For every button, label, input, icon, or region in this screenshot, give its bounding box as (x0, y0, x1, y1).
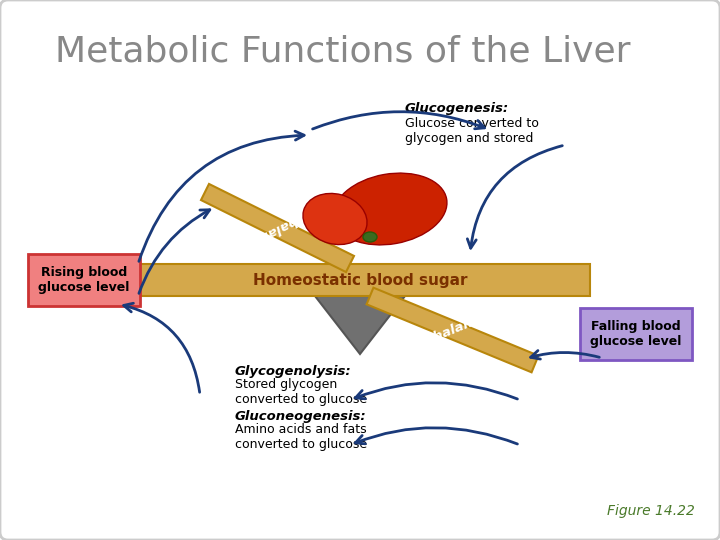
Text: Figure 14.22: Figure 14.22 (607, 504, 695, 518)
Polygon shape (201, 184, 354, 272)
Text: Homeostatic blood sugar: Homeostatic blood sugar (253, 273, 467, 287)
Polygon shape (366, 288, 539, 372)
Text: Rising blood
glucose level: Rising blood glucose level (38, 266, 130, 294)
Text: Glucose converted to
glycogen and stored: Glucose converted to glycogen and stored (405, 117, 539, 145)
Text: Metabolic Functions of the Liver: Metabolic Functions of the Liver (55, 35, 631, 69)
Ellipse shape (303, 193, 367, 245)
Text: Imbalance: Imbalance (240, 205, 315, 251)
Ellipse shape (363, 232, 377, 242)
Text: Imbalance: Imbalance (415, 309, 490, 350)
FancyBboxPatch shape (580, 308, 692, 360)
FancyBboxPatch shape (28, 254, 140, 306)
Text: Glucogenesis:: Glucogenesis: (405, 102, 509, 115)
Polygon shape (315, 296, 405, 354)
Text: Gluconeogenesis:: Gluconeogenesis: (235, 410, 366, 423)
Polygon shape (130, 264, 590, 296)
Text: Stored glycogen
converted to glucose: Stored glycogen converted to glucose (235, 378, 367, 406)
Text: Glycogenolysis:: Glycogenolysis: (235, 365, 351, 378)
Text: Amino acids and fats
converted to glucose: Amino acids and fats converted to glucos… (235, 423, 367, 451)
Text: Falling blood
glucose level: Falling blood glucose level (590, 320, 682, 348)
Ellipse shape (333, 173, 447, 245)
